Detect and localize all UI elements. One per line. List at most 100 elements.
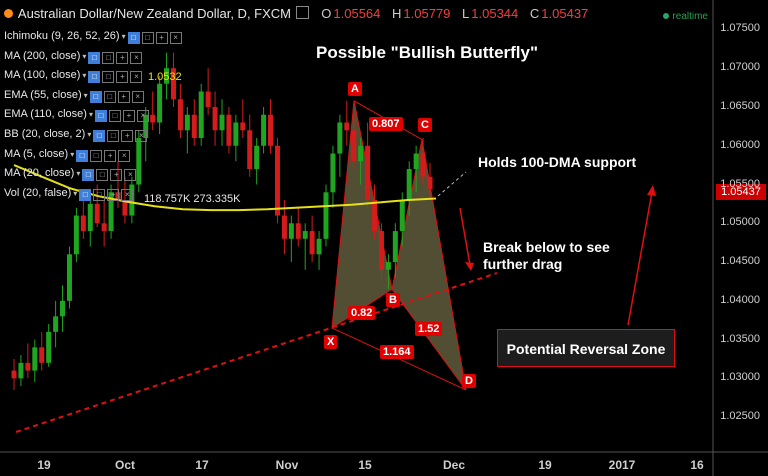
point-a-tag: A	[348, 82, 362, 96]
candle-body	[288, 223, 294, 239]
candle-body	[101, 223, 107, 232]
indicator-item[interactable]: MA (100, close) ▾ □ □ + ×	[4, 69, 143, 84]
candle-body	[164, 68, 170, 84]
symbol-title[interactable]: Australian Dollar/New Zealand Dollar, D,…	[17, 6, 292, 21]
settings-icon[interactable]: □	[88, 71, 101, 84]
y-tick-label: 1.04500	[720, 255, 760, 268]
settings-icon[interactable]: □	[94, 110, 107, 123]
settings-icon[interactable]: □	[89, 90, 102, 103]
potential-reversal-zone: Potential Reversal Zone	[497, 329, 675, 367]
more-icon[interactable]: +	[104, 149, 117, 162]
candle-body	[198, 91, 204, 139]
candle-body	[378, 231, 384, 270]
y-tick-label: 1.03000	[720, 371, 760, 384]
chevron-down-icon[interactable]: ▾	[83, 90, 88, 100]
indicator-item[interactable]: MA (200, close) ▾ □ □ + ×	[4, 49, 143, 64]
close-icon[interactable]: ×	[135, 130, 148, 142]
eye-icon[interactable]: □	[102, 71, 115, 84]
x-tick-label: Nov	[275, 458, 299, 472]
indicator-label: MA (200, close)	[4, 49, 81, 62]
indicator-item[interactable]: Ichimoku (9, 26, 52, 26) ▾ □ □ + ×	[4, 30, 182, 44]
settings-icon[interactable]: □	[88, 51, 101, 64]
y-tick-label: 1.05000	[720, 216, 760, 229]
candle-body	[32, 347, 38, 371]
close-icon[interactable]: ×	[131, 90, 144, 103]
dma-support-note: Holds 100-DMA support	[478, 154, 637, 170]
more-icon[interactable]: +	[155, 32, 168, 44]
chart-settings-button[interactable]	[295, 6, 309, 19]
chevron-down-icon[interactable]: ▾	[70, 149, 75, 159]
indicator-item[interactable]: EMA (110, close) ▾ □ □ + ×	[4, 108, 149, 123]
candle-body	[212, 106, 218, 131]
chevron-down-icon[interactable]: ▾	[82, 71, 87, 81]
more-icon[interactable]: +	[122, 110, 135, 123]
settings-icon[interactable]: □	[127, 32, 140, 44]
eye-icon[interactable]: □	[141, 32, 154, 44]
trendline-support	[15, 272, 498, 433]
indicator-item[interactable]: BB (20, close, 2) ▾ □ □ + ×	[4, 128, 148, 142]
eye-icon[interactable]: □	[102, 51, 115, 64]
settings-icon[interactable]: □	[93, 130, 106, 142]
candle-body	[254, 145, 260, 170]
point-x-tag: X	[324, 335, 338, 349]
more-icon[interactable]: +	[121, 130, 134, 142]
price-axis[interactable]: 1.05437 1.07500 1.07000 1.06500 1.06000 1.05…	[713, 0, 768, 476]
indicator-item[interactable]: EMA (55, close) ▾ □ □ + ×	[4, 89, 144, 103]
chevron-down-icon[interactable]: ▾	[121, 32, 126, 41]
x-tick-label: 15	[358, 458, 372, 472]
chevron-down-icon[interactable]: ▾	[87, 130, 92, 139]
candle-body	[191, 114, 197, 139]
indicator-item[interactable]: MA (20, close) ▾ □ □ + ×	[4, 167, 137, 182]
eye-icon[interactable]: □	[90, 149, 103, 162]
more-icon[interactable]: +	[110, 169, 123, 182]
candle-body	[323, 192, 329, 239]
eye-icon[interactable]: □	[103, 90, 116, 103]
close-icon[interactable]: ×	[136, 110, 149, 123]
open-label: O	[321, 6, 332, 21]
indicator-item[interactable]: MA (5, close) ▾ □ □ + ×	[4, 148, 131, 162]
point-b-tag: B	[386, 293, 400, 307]
close-icon[interactable]: ×	[124, 169, 137, 182]
candle-body	[157, 83, 163, 123]
candle-body	[302, 231, 308, 239]
candle-body	[281, 215, 287, 239]
settings-icon[interactable]: □	[79, 188, 92, 201]
x-tick-label: 2017	[608, 458, 636, 472]
eye-icon[interactable]: □	[96, 169, 109, 182]
indicator-item[interactable]: Vol (20, false) ▾ □ □ + ×	[4, 187, 134, 201]
candle-body	[115, 192, 121, 201]
up-arrow-head	[647, 185, 656, 196]
indicator-label: MA (100, close)	[4, 69, 81, 82]
close-icon[interactable]: ×	[121, 188, 134, 201]
chevron-down-icon[interactable]: ▾	[76, 169, 81, 179]
y-tick-label: 1.07500	[720, 22, 760, 35]
more-icon[interactable]: +	[117, 90, 130, 103]
eye-icon[interactable]: □	[93, 188, 106, 201]
candle-body	[39, 347, 45, 363]
candle-body	[240, 122, 246, 131]
candle-body	[295, 223, 301, 239]
current-price-label: 1.05437	[716, 184, 766, 200]
candle-body	[66, 254, 72, 301]
eye-icon[interactable]: □	[108, 110, 121, 123]
chevron-down-icon[interactable]: ▾	[82, 51, 87, 61]
candle-body	[226, 114, 232, 146]
candle-body	[170, 68, 176, 100]
candle-body	[365, 145, 371, 201]
x-tick-label: 19	[538, 458, 552, 472]
close-icon[interactable]: ×	[130, 51, 143, 64]
eye-icon[interactable]: □	[107, 130, 120, 142]
chevron-down-icon[interactable]: ▾	[73, 188, 78, 198]
more-icon[interactable]: +	[107, 188, 120, 201]
candle-body	[150, 114, 156, 123]
settings-icon[interactable]: □	[76, 149, 89, 162]
close-icon[interactable]: ×	[169, 32, 182, 44]
more-icon[interactable]: +	[116, 51, 129, 64]
chevron-down-icon[interactable]: ▾	[88, 110, 93, 120]
close-icon[interactable]: ×	[118, 149, 131, 162]
indicator-label: BB (20, close, 2)	[4, 128, 86, 140]
settings-icon[interactable]: □	[82, 169, 95, 182]
close-icon[interactable]: ×	[130, 71, 143, 84]
more-icon[interactable]: +	[116, 71, 129, 84]
